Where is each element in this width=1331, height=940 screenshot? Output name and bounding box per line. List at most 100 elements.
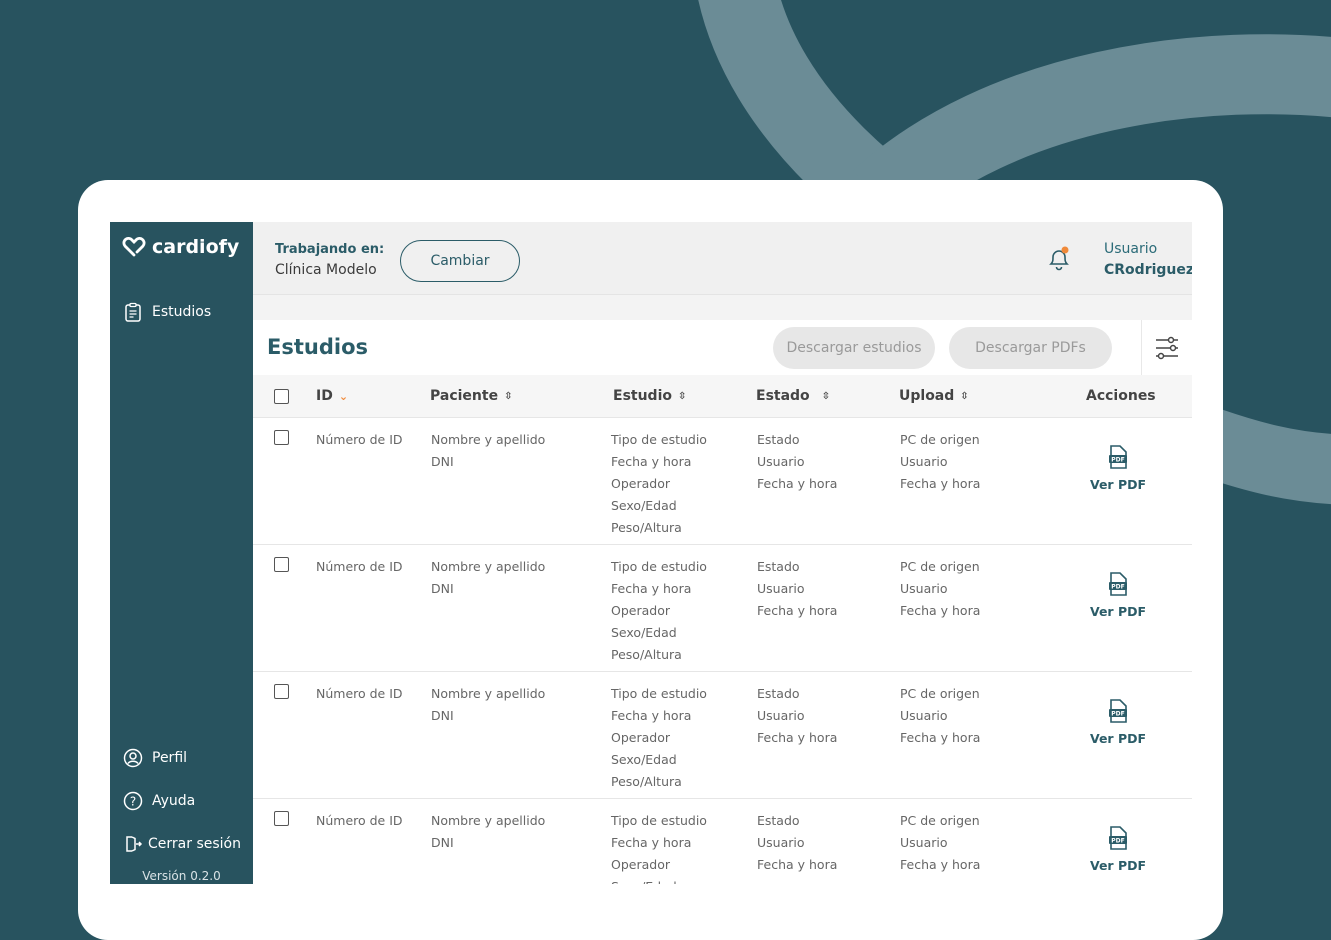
download-pdfs-button[interactable]: Descargar PDFs (949, 327, 1112, 369)
cell-line: Fecha y hora (611, 835, 692, 850)
row-checkbox[interactable] (274, 811, 289, 826)
cell-upload: PC de origen Usuario Fecha y hora (900, 429, 980, 495)
column-id[interactable]: ID ⌄ (316, 388, 348, 404)
cell-line: Operador (611, 476, 670, 491)
table-row: Número de ID Nombre y apellido DNI Tipo d… (253, 545, 1192, 672)
view-pdf-button[interactable]: PDF Ver PDF (1081, 571, 1155, 619)
cell-line: DNI (431, 454, 454, 469)
cell-line: Nombre y apellido (431, 813, 546, 828)
cell-line: Operador (611, 857, 670, 872)
page-title: Estudios (267, 335, 368, 359)
sidebar-item-label: Perfil (152, 750, 188, 766)
cell-paciente: Nombre y apellido DNI (431, 556, 545, 600)
column-label: Upload (899, 388, 955, 404)
clipboard-icon (125, 302, 141, 322)
column-label: Acciones (1086, 388, 1156, 404)
sort-icon: ⇳ (678, 390, 687, 402)
row-checkbox[interactable] (274, 557, 289, 572)
cell-line: Nombre y apellido (431, 432, 546, 447)
cell-upload: PC de origen Usuario Fecha y hora (900, 683, 980, 749)
sidebar-item-perfil[interactable]: Perfil (123, 748, 187, 768)
sidebar-item-estudios[interactable]: Estudios (123, 302, 211, 322)
cell-line: Peso/Altura (611, 647, 682, 662)
cell-line: Sexo/Edad (611, 625, 677, 640)
cell-line: Usuario (900, 454, 948, 469)
filter-button[interactable] (1141, 320, 1192, 375)
sidebar: cardiofy Estudios Perfil ? Ayuda Cerrar … (110, 222, 253, 884)
spacer (253, 295, 1192, 320)
svg-text:PDF: PDF (1111, 457, 1124, 464)
view-pdf-label: Ver PDF (1089, 604, 1147, 619)
cell-estado: Estado Usuario Fecha y hora (757, 556, 837, 622)
svg-text:PDF: PDF (1111, 584, 1124, 591)
sidebar-item-ayuda[interactable]: ? Ayuda (123, 791, 195, 811)
cell-line: Tipo de estudio (611, 559, 707, 574)
row-checkbox[interactable] (274, 430, 289, 445)
view-pdf-label: Ver PDF (1089, 477, 1147, 492)
cell-line: DNI (431, 835, 454, 850)
cell-line: Fecha y hora (900, 730, 981, 745)
help-icon: ? (123, 791, 143, 811)
cell-line: Usuario (900, 708, 948, 723)
cell-line: Estado (757, 432, 800, 447)
view-pdf-button[interactable]: PDF Ver PDF (1081, 698, 1155, 746)
cell-paciente: Nombre y apellido DNI (431, 810, 545, 854)
download-studies-button[interactable]: Descargar estudios (773, 327, 935, 369)
cell-paciente: Nombre y apellido DNI (431, 683, 545, 727)
cell-line: Estado (757, 686, 800, 701)
select-all-checkbox[interactable] (274, 389, 289, 404)
cell-line: Sexo/Edad (611, 498, 677, 513)
app-window: cardiofy Estudios Perfil ? Ayuda Cerrar … (110, 222, 1192, 884)
column-estado[interactable]: Estado ⇳ (756, 388, 830, 404)
table-header: ID ⌄ Paciente ⇳ Estudio ⇳ Estado ⇳ Upload ⇳ A… (253, 375, 1192, 418)
brand-name: cardiofy (152, 236, 240, 258)
clinic-name: Clínica Modelo (275, 262, 377, 278)
sidebar-item-cerrar-sesion[interactable]: Cerrar sesión (123, 834, 241, 854)
cell-line: Tipo de estudio (611, 813, 707, 828)
logout-icon (126, 836, 143, 852)
cell-id: Número de ID (316, 559, 403, 574)
sidebar-item-label: Ayuda (152, 793, 196, 809)
column-label: Paciente (430, 388, 499, 404)
cell-line: Usuario (900, 581, 948, 596)
cell-line: Fecha y hora (757, 730, 838, 745)
cell-estudio: Tipo de estudio Fecha y hora Operador Sexo/… (611, 556, 707, 666)
pdf-file-icon: PDF (1109, 699, 1127, 723)
cell-line: Fecha y hora (900, 476, 981, 491)
table-row: Número de ID Nombre y apellido DNI Tipo d… (253, 672, 1192, 799)
cell-line: Fecha y hora (757, 476, 838, 491)
table-row: Número de ID Nombre y apellido DNI Tipo d… (253, 799, 1192, 884)
cell-upload: PC de origen Usuario Fecha y hora (900, 810, 980, 876)
column-upload[interactable]: Upload ⇳ (899, 388, 969, 404)
svg-text:PDF: PDF (1111, 711, 1124, 718)
column-acciones: Acciones (1086, 388, 1156, 404)
column-label: ID (316, 388, 333, 404)
user-info[interactable]: Usuario CRodriguez (1104, 239, 1192, 281)
change-clinic-button[interactable]: Cambiar (400, 240, 520, 282)
cell-estudio: Tipo de estudio Fecha y hora Operador Sexo/… (611, 810, 707, 884)
table-row: Número de ID Nombre y apellido DNI Tipo d… (253, 418, 1192, 545)
cell-line: Usuario (757, 454, 805, 469)
notification-bell-icon[interactable] (1045, 246, 1073, 272)
cell-id: Número de ID (316, 432, 403, 447)
column-estudio[interactable]: Estudio ⇳ (613, 388, 686, 404)
view-pdf-label: Ver PDF (1089, 858, 1147, 873)
pdf-file-icon: PDF (1109, 572, 1127, 596)
cell-paciente: Nombre y apellido DNI (431, 429, 545, 473)
user-icon (123, 748, 143, 768)
cell-line: Estado (757, 813, 800, 828)
view-pdf-button[interactable]: PDF Ver PDF (1081, 825, 1155, 873)
sort-icon: ⇳ (504, 390, 513, 402)
cell-line: Nombre y apellido (431, 559, 546, 574)
cell-line: Usuario (757, 581, 805, 596)
heart-logo-icon (122, 237, 146, 257)
cell-line: Peso/Altura (611, 774, 682, 789)
cell-line: Fecha y hora (611, 454, 692, 469)
cell-line: Peso/Altura (611, 520, 682, 535)
cell-line: Sexo/Edad (611, 752, 677, 767)
top-header: Trabajando en: Clínica Modelo Cambiar Us… (253, 222, 1192, 295)
column-paciente[interactable]: Paciente ⇳ (430, 388, 512, 404)
workspace-info: Trabajando en: Clínica Modelo (275, 239, 384, 281)
view-pdf-button[interactable]: PDF Ver PDF (1081, 444, 1155, 492)
row-checkbox[interactable] (274, 684, 289, 699)
